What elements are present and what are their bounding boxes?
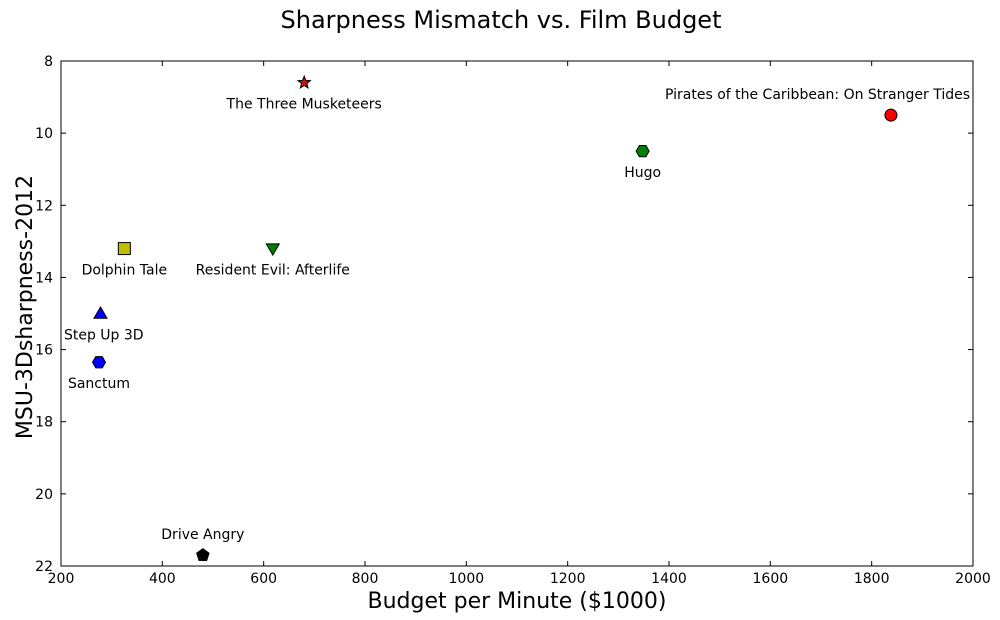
y-tick-label: 8 — [44, 54, 53, 70]
data-point — [117, 242, 131, 256]
x-tick-label: 600 — [250, 571, 277, 587]
x-tick-label: 2000 — [955, 571, 991, 587]
y-tick-label: 10 — [35, 126, 53, 142]
x-axis-label: Budget per Minute ($1000) — [368, 589, 667, 614]
y-tick-label: 16 — [35, 343, 53, 359]
x-tick-label: 1000 — [449, 571, 485, 587]
data-point-label: Resident Evil: Afterlife — [196, 263, 350, 279]
data-point-label: Pirates of the Caribbean: On Stranger Ti… — [665, 87, 970, 103]
data-point-label: Drive Angry — [161, 527, 244, 543]
y-axis-label: MSU-3Dsharpness-2012 — [13, 175, 38, 439]
plot-frame — [60, 60, 974, 567]
data-point-label: Step Up 3D — [64, 328, 144, 344]
x-tick-label: 1800 — [854, 571, 890, 587]
y-tick-label: 12 — [35, 198, 53, 214]
y-tick-label: 22 — [35, 559, 53, 575]
y-tick-label: 14 — [35, 270, 53, 286]
plot-area: 200 400 600 800 1000 1200 1400 1600 1800 2000 8 10 1… — [35, 54, 991, 587]
data-point — [265, 243, 281, 257]
x-tick-label: 1200 — [550, 571, 586, 587]
x-tick-label: 800 — [352, 571, 379, 587]
data-point — [884, 108, 898, 122]
data-point — [635, 145, 650, 158]
x-tick-label: 200 — [48, 571, 75, 587]
data-point-label: Sanctum — [68, 376, 130, 392]
data-point — [91, 356, 107, 369]
y-tick-label: 18 — [35, 415, 53, 431]
y-tick-label: 20 — [35, 487, 53, 503]
data-point-label: Dolphin Tale — [82, 263, 168, 279]
data-point — [296, 74, 312, 90]
data-point-label: The Three Musketeers — [226, 97, 382, 113]
x-tick-label: 1600 — [753, 571, 789, 587]
x-tick-label: 400 — [149, 571, 176, 587]
x-tick-label: 1400 — [651, 571, 687, 587]
data-point — [93, 306, 108, 319]
chart-title: Sharpness Mismatch vs. Film Budget — [281, 6, 722, 34]
data-point — [196, 548, 210, 561]
data-point-label: Hugo — [624, 165, 661, 181]
